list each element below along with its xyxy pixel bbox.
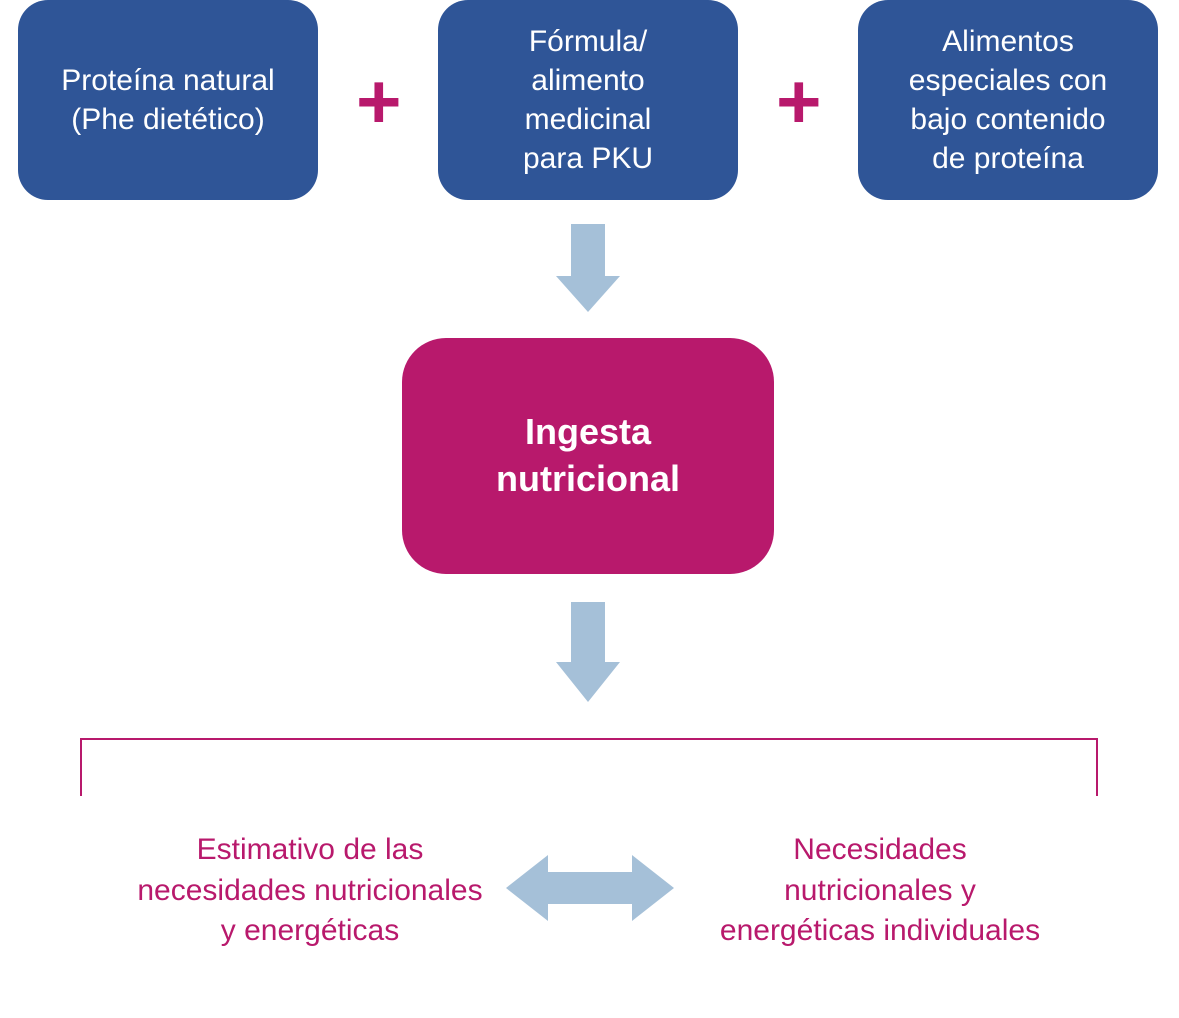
top-box-special-foods: Alimentosespeciales conbajo contenidode … [858, 0, 1158, 200]
bi-arrow-icon [506, 855, 674, 921]
top-box-formula: Fórmula/alimentomedicinalpara PKU [438, 0, 738, 200]
top-box-formula-text: Fórmula/alimentomedicinalpara PKU [523, 22, 653, 178]
top-box-special-foods-text: Alimentosespeciales conbajo contenidode … [909, 22, 1107, 178]
plus-icon: + [776, 62, 822, 140]
plus-icon: + [356, 62, 402, 140]
top-box-protein-text: Proteína natural(Phe dietético) [61, 61, 274, 139]
bottom-text-individual: Necesidadesnutricionales yenergéticas in… [680, 830, 1080, 952]
center-box-intake: Ingestanutricional [402, 338, 774, 574]
center-box-text: Ingestanutricional [496, 409, 680, 503]
bottom-text-estimate: Estimativo de lasnecesidades nutricional… [120, 830, 500, 952]
bracket-line [80, 738, 1098, 796]
top-box-protein: Proteína natural(Phe dietético) [18, 0, 318, 200]
arrow-down-icon [556, 602, 620, 702]
arrow-down-icon [556, 224, 620, 312]
